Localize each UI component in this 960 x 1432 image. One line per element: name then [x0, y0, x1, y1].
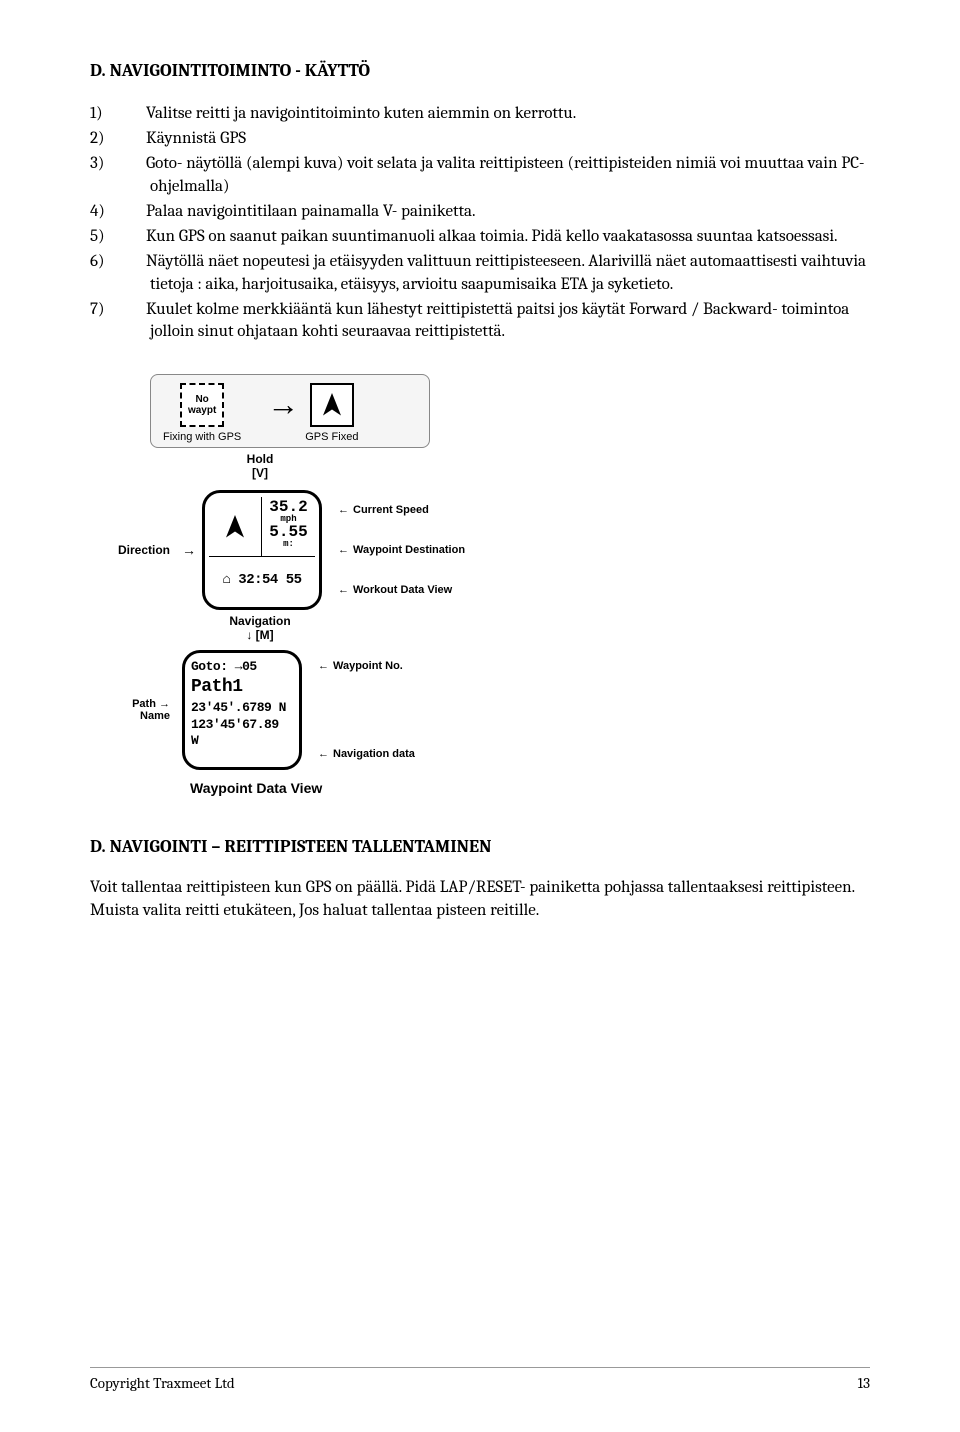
goto-line: Goto: →05	[191, 659, 293, 676]
list-item: 4)Palaa navigointitilaan painamalla V- p…	[120, 201, 870, 224]
label-nav-data: Navigation data	[318, 748, 415, 760]
gps-fixed-icon	[310, 383, 354, 427]
page-footer: Copyright Traxmeet Ltd 13	[90, 1367, 870, 1392]
hold-label: Hold[V]	[220, 452, 300, 480]
list-item: 1)Valitse reitti ja navigointitoiminto k…	[120, 103, 870, 126]
gps-status-callout: No waypt Fixing with GPS → GPS Fixed	[150, 374, 430, 448]
copyright: Copyright Traxmeet Ltd	[90, 1374, 235, 1392]
section-heading-2: D. NAVIGOINTI – REITTIPISTEEN TALLENTAMI…	[90, 836, 870, 857]
fixed-label: GPS Fixed	[305, 431, 358, 443]
label-workout-view: Workout Data View	[338, 584, 465, 596]
list-item: 5)Kun GPS on saanut paikan suuntimanuoli…	[120, 226, 870, 249]
watch-screen-2: Goto: →05 Path1 23'45'.6789 N 123'45'67.…	[182, 650, 302, 770]
direction-label: Direction	[100, 543, 170, 557]
device-diagram: No waypt Fixing with GPS → GPS Fixed Hol…	[100, 374, 580, 796]
page-number: 13	[858, 1374, 870, 1392]
paragraph-save-waypoint: Voit tallentaa reittipisteen kun GPS on …	[90, 877, 870, 923]
list-item: 3)Goto- näytöllä (alempi kuva) voit sela…	[120, 153, 870, 199]
instruction-list: 1)Valitse reitti ja navigointitoiminto k…	[90, 103, 870, 344]
arrow-right-icon: →	[267, 388, 299, 420]
lon-line: 123'45'67.89 W	[191, 717, 293, 751]
path-name-label: Path → Name	[100, 698, 170, 722]
list-item: 2)Käynnistä GPS	[120, 128, 870, 151]
workout-time: ⌂ 32:54 55	[209, 556, 315, 604]
section-heading: D. NAVIGOINTITOIMINTO - KÄYTTÖ	[90, 60, 870, 81]
lat-line: 23'45'.6789 N	[191, 700, 293, 717]
direction-arrow-icon	[209, 497, 262, 555]
list-item: 6)Näytöllä näet nopeutesi ja etäisyyden …	[120, 251, 870, 297]
waypoint-data-view-label: Waypoint Data View	[190, 780, 580, 796]
dest-unit: m:	[262, 540, 315, 549]
label-waypoint-no: Waypoint No.	[318, 660, 415, 672]
path-line: Path1	[191, 676, 293, 699]
list-item: 7)Kuulet kolme merkkiääntä kun lähestyt …	[120, 299, 870, 345]
watch-screen-1: 35.2 mph 5.55 m: ⌂ 32:54 55	[202, 490, 322, 610]
arrow-right-icon: →	[182, 542, 196, 558]
navigation-label: Navigation↓ [M]	[220, 614, 300, 642]
label-current-speed: Current Speed	[338, 504, 465, 516]
label-waypoint-dest: Waypoint Destination	[338, 544, 465, 556]
no-waypt-icon: No waypt	[180, 383, 224, 427]
fixing-label: Fixing with GPS	[163, 431, 241, 443]
